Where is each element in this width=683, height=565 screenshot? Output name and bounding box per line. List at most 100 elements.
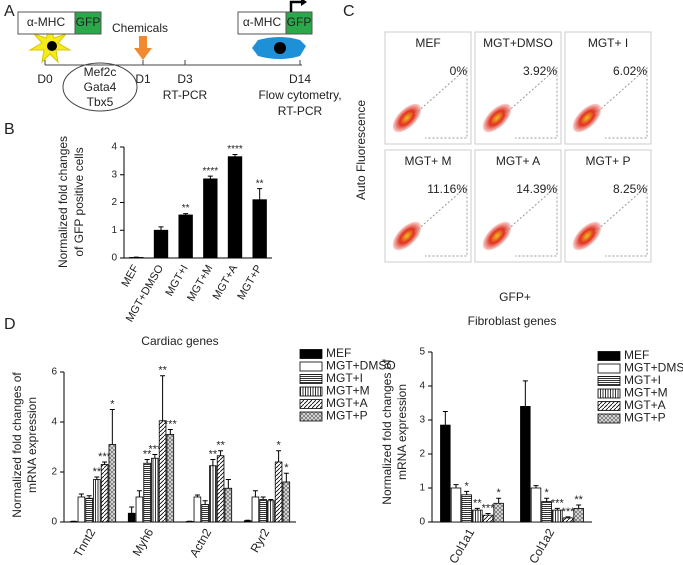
- error-bar: [194, 494, 200, 497]
- bar: [530, 487, 542, 523]
- day-label: D1: [135, 72, 151, 86]
- cell-cloud: [392, 103, 422, 133]
- bar: [520, 405, 531, 523]
- bar: [100, 464, 109, 523]
- error-bar: [202, 500, 208, 505]
- y-axis-label: Normalized fold changes of: [10, 372, 24, 518]
- bar: [193, 496, 202, 523]
- gate: [504, 66, 558, 139]
- error-bar: [260, 496, 266, 500]
- significance: ***: [551, 497, 565, 509]
- error-bar: [218, 450, 224, 456]
- significance: *: [497, 487, 502, 499]
- significance: ****: [203, 166, 219, 177]
- gate: [594, 184, 648, 257]
- legend-label: MEF: [624, 348, 649, 362]
- reporter-box: [285, 11, 313, 35]
- legend-label: MGT+A: [624, 398, 666, 412]
- chart-title: Fibroblast genes: [468, 314, 557, 328]
- y-tick-label: 4: [419, 381, 425, 392]
- bar: [166, 434, 175, 523]
- gate-percent: 3.92%: [523, 64, 557, 78]
- bar: [93, 479, 101, 523]
- error-bar: [533, 485, 539, 488]
- bar: [243, 520, 252, 523]
- error-bar: [86, 495, 92, 499]
- y-tick-label: 2: [51, 467, 57, 478]
- plot-frame: [384, 149, 472, 263]
- reporter-label: GFP: [287, 15, 312, 29]
- bar: [251, 496, 260, 523]
- significance: **: [574, 494, 583, 506]
- plot-name: MGT+DMSO: [483, 36, 553, 50]
- plot-frame: [474, 149, 562, 263]
- significance: ***: [164, 418, 178, 430]
- plot-frame: [384, 31, 472, 145]
- y-tick-label: 0: [419, 517, 425, 528]
- bar: [216, 455, 225, 523]
- error-bar: [283, 472, 289, 482]
- day-label: D0: [37, 72, 53, 86]
- y-tick-label: 1: [419, 483, 425, 494]
- reporter-box: [74, 11, 102, 35]
- error-bar: [257, 188, 263, 200]
- error-bar: [453, 484, 459, 488]
- significance: **: [473, 497, 482, 509]
- assay-label: Flow cytometry,: [258, 88, 341, 102]
- panel-label: A: [4, 3, 15, 20]
- error-bar: [78, 493, 84, 497]
- y-axis-label: mRNA expression: [395, 384, 409, 480]
- legend-swatch: [299, 399, 323, 409]
- significance: ****: [227, 144, 243, 155]
- significance: **: [182, 203, 190, 214]
- error-bar: [152, 454, 158, 459]
- cell-cloud: [572, 103, 602, 133]
- factor: Tbx5: [87, 95, 114, 109]
- y-tick-label: 3: [111, 169, 117, 180]
- y-tick-label: 0: [111, 253, 117, 264]
- x-tick-label: MEF: [119, 263, 141, 289]
- legend-label: MGT+DMSO: [624, 361, 683, 375]
- error-bar: [252, 490, 258, 497]
- cell-cloud: [392, 221, 422, 251]
- bar: [77, 496, 86, 523]
- bar: [108, 444, 117, 523]
- y-tick-label: 4: [111, 142, 117, 153]
- significance: **: [93, 466, 102, 478]
- error-bar: [268, 499, 274, 501]
- bar: [135, 496, 144, 523]
- legend-label: MGT+P: [326, 409, 368, 423]
- error-bar: [442, 411, 448, 426]
- legend-label: MGT+I: [624, 373, 661, 387]
- bar: [158, 420, 167, 523]
- bar: [482, 514, 494, 523]
- significance: **: [209, 448, 218, 460]
- gate: [504, 184, 558, 257]
- panel-a: A α-MHC GFP Chemicals D0 D1 D3 D14 Mef2c…: [4, 0, 342, 118]
- significance: ***: [148, 443, 162, 455]
- y-tick-label: 2: [111, 197, 117, 208]
- gate: [594, 66, 648, 139]
- gate-percent: 11.16%: [427, 182, 467, 196]
- y-tick-label: 1: [111, 225, 117, 236]
- legend-swatch: [299, 374, 323, 384]
- reporter-label: GFP: [76, 15, 101, 29]
- y-tick-label: 5: [419, 347, 425, 358]
- legend-label: MGT+M: [624, 386, 668, 400]
- x-tick-label: Myh6: [130, 526, 157, 559]
- arrow-head: [301, 0, 307, 6]
- plot-name: MGT+ P: [585, 154, 630, 168]
- y-axis-label: Auto Fluorescence: [354, 100, 368, 200]
- bar: [201, 504, 209, 523]
- legend-swatch: [299, 361, 323, 372]
- x-tick-label: Col1a1: [446, 526, 477, 565]
- plot-frame: [564, 149, 652, 263]
- x-axis-label: GFP+: [499, 290, 531, 304]
- bar: [203, 178, 218, 259]
- significance: ***: [562, 506, 576, 518]
- legend-swatch: [597, 388, 621, 399]
- bar: [143, 462, 151, 523]
- legend-swatch: [597, 376, 621, 386]
- error-bar: [245, 519, 251, 521]
- nucleus: [47, 41, 57, 51]
